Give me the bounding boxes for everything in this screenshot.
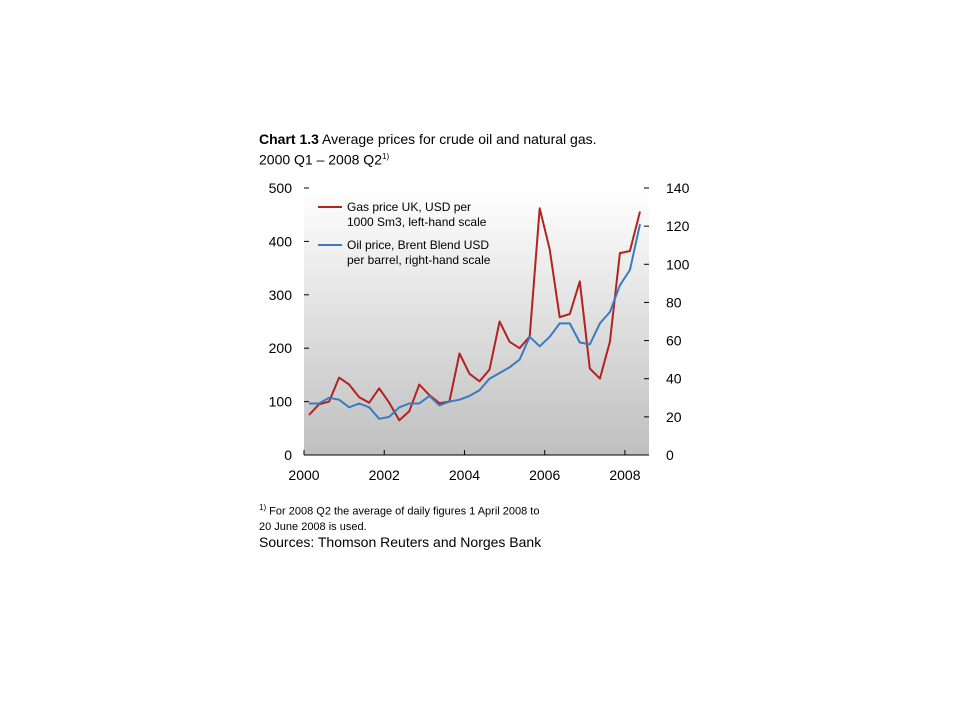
y-left-tick-label: 0 <box>284 447 292 463</box>
chart-title-line2: 2000 Q1 – 2008 Q2 <box>259 151 382 168</box>
legend-gas-line2: 1000 Sm3, left-hand scale <box>347 215 487 229</box>
y-left-tick-label: 300 <box>269 287 293 303</box>
y-right-tick-label: 80 <box>666 294 682 310</box>
x-tick-label: 2006 <box>529 467 560 483</box>
chart-title-text: Average prices for crude oil and natural… <box>318 131 597 147</box>
y-right-tick-label: 0 <box>666 447 674 463</box>
legend-oil-line2: per barrel, right-hand scale <box>347 253 491 267</box>
sources: Sources: Thomson Reuters and Norges Bank <box>259 534 542 550</box>
y-left-tick-label: 200 <box>269 340 293 356</box>
y-right-tick-label: 100 <box>666 256 690 272</box>
x-tick-label: 2000 <box>288 467 319 483</box>
y-right-tick-label: 20 <box>666 409 682 425</box>
y-left-tick-label: 400 <box>269 233 293 249</box>
y-right-tick-label: 140 <box>666 180 690 196</box>
footnote-line2: 20 June 2008 is used. <box>259 520 367 533</box>
chart-number: Chart 1.3 <box>259 131 319 147</box>
y-right-tick-label: 40 <box>666 371 682 387</box>
x-tick-label: 2004 <box>449 467 480 483</box>
gas-price-line <box>308 207 641 422</box>
y-right-tick-label: 60 <box>666 333 682 349</box>
plot-area <box>304 188 649 455</box>
legend-gas-line1: Gas price UK, USD per <box>347 200 471 214</box>
title-footnote-marker: 1) <box>382 152 390 161</box>
chart-title: Chart 1.3 Average prices for crude oil a… <box>259 130 597 169</box>
oil-price-line <box>309 223 641 420</box>
y-left-tick-label: 500 <box>269 180 293 196</box>
x-tick-label: 2002 <box>369 467 400 483</box>
footnote: 1) For 2008 Q2 the average of daily figu… <box>259 500 539 535</box>
x-tick-label: 2008 <box>609 467 640 483</box>
footnote-marker: 1) <box>259 503 267 512</box>
y-left-tick-label: 100 <box>269 394 293 410</box>
y-right-tick-label: 120 <box>666 218 690 234</box>
footnote-line1: For 2008 Q2 the average of daily figures… <box>266 505 540 518</box>
legend-oil-line1: Oil price, Brent Blend USD <box>347 238 489 252</box>
